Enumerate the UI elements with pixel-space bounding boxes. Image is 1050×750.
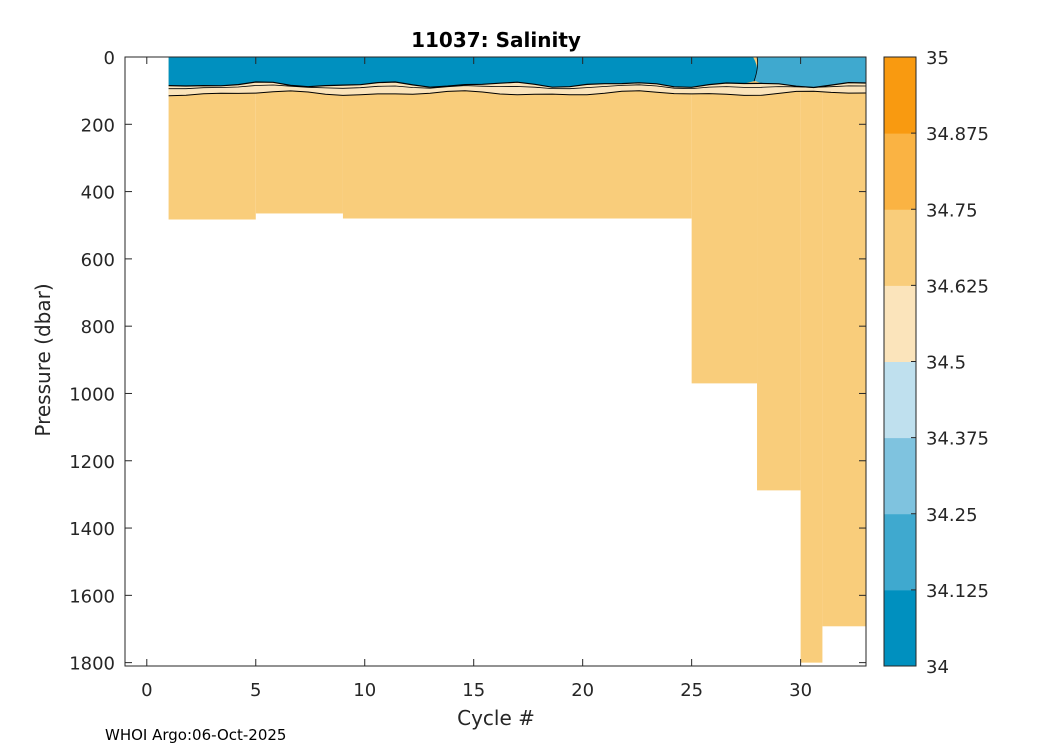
y-tick-label-400: 400 [81,183,115,204]
x-tick-label-5: 5 [250,680,261,701]
colorbar-band-4 [884,285,916,362]
y-axis-label: Pressure (dbar) [31,283,55,436]
colorbar-band-5 [884,209,916,286]
x-tick-label-25: 25 [680,680,703,701]
colorbar-tick-label-3: 34.375 [926,429,989,450]
contour-34.125 [753,56,758,82]
depth-segment-5 [800,57,823,663]
y-tick-label-800: 800 [81,317,115,338]
y-tick-label-1600: 1600 [69,586,115,607]
x-tick-label-10: 10 [353,680,376,701]
x-tick-label-15: 15 [462,680,485,701]
contour-34.5 [168,81,867,89]
colorbar: 34 34.125 34.25 34.375 34.5 34.625 34.75 34.875… [883,48,989,678]
y-tick-label-1400: 1400 [69,519,115,540]
colorbar-tick-label-5: 34.625 [926,276,989,297]
colorbar-band-2 [884,437,916,515]
colorbar-tick-label-0: 34 [926,657,949,678]
x-tick-label-30: 30 [789,680,812,701]
axes: 0 5 10 15 20 25 30 0 200 400 600 800 1000 1200 1400 160… [69,48,867,701]
colorbar-tick-label-8: 35 [926,48,949,69]
y-tick-label-600: 600 [81,250,115,271]
footer-credit: WHOI Argo:06-Oct-2025 [105,726,286,744]
layer-34.125-34.25 [754,57,866,88]
colorbar-tick-label-4: 34.5 [926,353,966,374]
depth-segment-4 [757,57,801,491]
colorbar-tick-label-1: 34.125 [926,581,989,602]
colorbar-tick-label-6: 34.75 [926,200,978,221]
colorbar-tick-label-2: 34.25 [926,505,978,526]
layer-34-34.125 [168,57,758,88]
colorbar-band-6 [884,133,916,210]
depth-segment-6 [822,57,866,627]
y-tick-label-1000: 1000 [69,384,115,405]
contour-34.25 [168,84,867,90]
contour-34.625 [168,90,867,97]
colorbar-band-1 [884,513,916,591]
axes-box [124,56,867,667]
x-axis-label: Cycle # [457,706,535,730]
x-tick-label-20: 20 [571,680,594,701]
colorbar-band-3 [884,361,916,439]
y-tick-label-0: 0 [104,48,115,69]
y-tick-label-1200: 1200 [69,452,115,473]
y-tick-label-200: 200 [81,115,115,136]
chart-title: 11037: Salinity [411,28,581,52]
y-tick-label-1800: 1800 [69,654,115,675]
colorbar-band-0 [884,589,916,667]
depth-segment-3 [691,57,758,384]
colorbar-band-7 [884,57,916,134]
plot-area [125,56,867,666]
colorbar-tick-label-7: 34.875 [926,124,989,145]
x-tick-label-0: 0 [141,680,152,701]
